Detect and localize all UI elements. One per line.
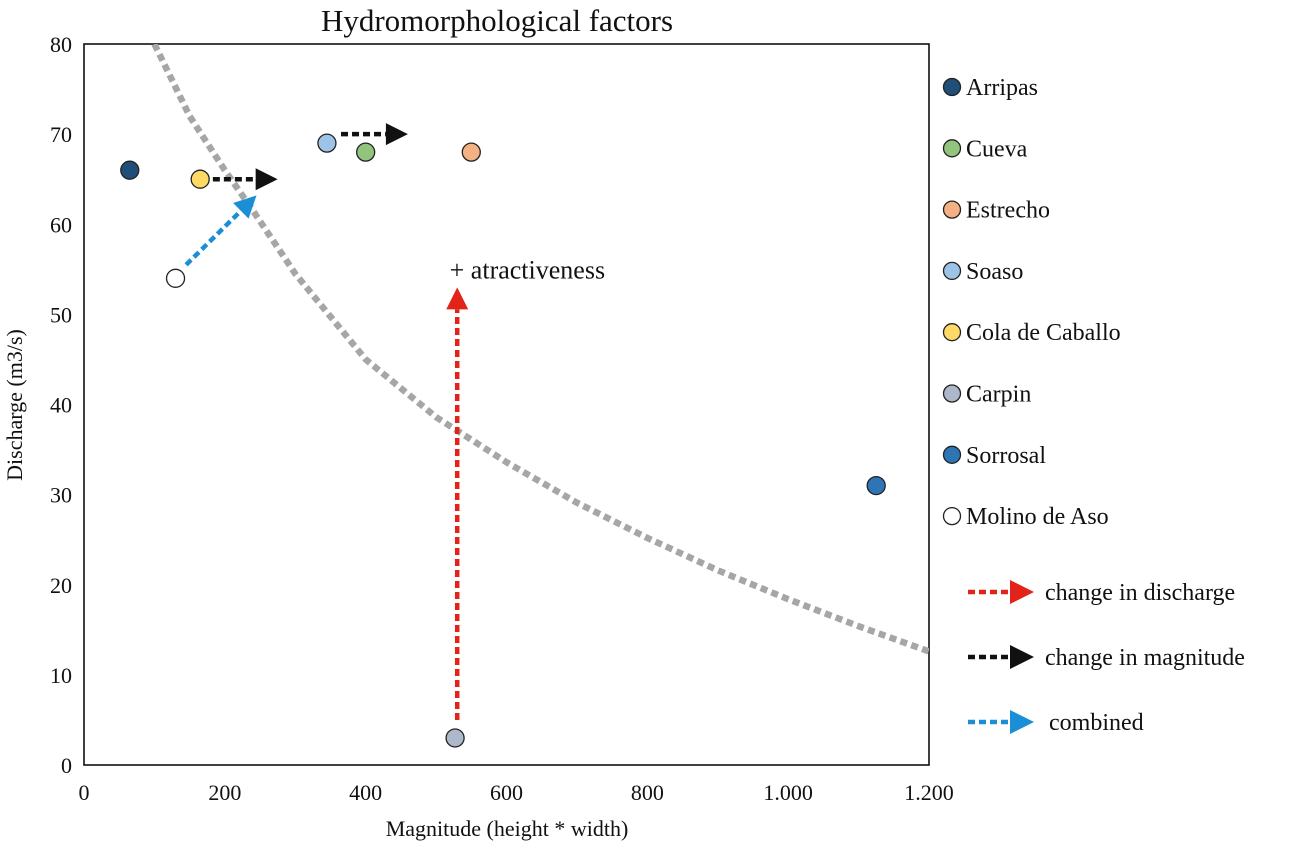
legend-arrow-label-2: combined (1049, 710, 1144, 736)
x-tick-label: 400 (349, 780, 382, 805)
legend-arrow-2 (968, 710, 1034, 734)
y-tick-label: 10 (50, 663, 72, 688)
arrow-discharge-0-head (446, 287, 469, 310)
y-axis-title: Discharge (m3/s) (2, 329, 27, 481)
x-tick-label: 200 (208, 780, 241, 805)
legend-label-estrecho: Estrecho (966, 198, 1050, 224)
arrow-combined-3-shaft (184, 209, 243, 267)
legend-marker-estrecho (942, 200, 962, 219)
x-axis-ticks: 0 200 400 600 800 1.000 1.200 (79, 780, 954, 805)
legend-arrow-label-0: change in discharge (1045, 580, 1235, 606)
legend-arrow-2-head (1010, 710, 1034, 734)
point-molino-de-aso (165, 268, 186, 288)
x-axis-title: Magnitude (height * width) (386, 816, 629, 841)
legend-label-arripas: Arripas (966, 75, 1038, 101)
arrow-magnitude-1-head (255, 168, 278, 191)
arrow-discharge-0 (446, 287, 469, 720)
plot-frame (83, 43, 930, 766)
y-tick-label: 40 (50, 393, 72, 418)
arrow-combined-3 (184, 195, 257, 267)
arrow-magnitude-1 (212, 168, 278, 191)
y-tick-label: 70 (50, 122, 72, 147)
y-tick-label: 20 (50, 573, 72, 598)
x-tick-label: 0 (79, 780, 90, 805)
point-sorrosal (866, 475, 886, 496)
arrow-combined-3-head (233, 195, 257, 219)
point-soaso (317, 133, 337, 153)
y-tick-label: 80 (50, 32, 72, 57)
x-tick-label: 1.000 (763, 780, 813, 805)
point-carpin (445, 728, 465, 748)
legend-marker-cola-de-caballo (942, 323, 962, 342)
attractiveness-annotation: + atractiveness (450, 255, 605, 284)
legend-arrow-1-head (1010, 645, 1034, 669)
point-cola-de-caballo (190, 169, 210, 189)
legend-label-cueva: Cueva (966, 136, 1028, 162)
y-axis-ticks: 0 10 20 30 40 50 60 70 80 (50, 32, 72, 778)
legend-marker-arripas (942, 77, 962, 97)
legend-marker-molino-de-aso (942, 506, 962, 526)
arrow-magnitude-2 (341, 123, 408, 146)
x-tick-label: 1.200 (904, 780, 954, 805)
legend-label-molino-de-aso: Molino de Aso (966, 504, 1109, 530)
legend-marker-sorrosal (942, 445, 962, 464)
plot-area (83, 43, 930, 766)
legend: Arripas Cueva Estrecho Soaso Cola de Caballo… (942, 75, 1121, 530)
legend-arrow-label-1: change in magnitude (1045, 645, 1245, 671)
arrow-legend: change in discharge change in magnitude co… (968, 580, 1245, 736)
chart-title: Hydromorphological factors (321, 3, 673, 38)
legend-label-cola-de-caballo: Cola de Caballo (966, 320, 1121, 346)
legend-label-soaso: Soaso (966, 259, 1023, 285)
trend-curve (151, 44, 929, 655)
y-tick-label: 50 (50, 302, 72, 327)
point-cueva (356, 142, 376, 162)
y-tick-label: 60 (50, 212, 72, 237)
legend-marker-carpin (942, 384, 962, 403)
legend-label-sorrosal: Sorrosal (966, 443, 1046, 469)
x-tick-label: 800 (631, 780, 664, 805)
y-tick-label: 30 (50, 483, 72, 508)
point-estrecho (461, 142, 481, 162)
legend-arrow-0 (968, 580, 1034, 604)
legend-arrow-1 (968, 645, 1034, 669)
x-tick-label: 600 (490, 780, 523, 805)
legend-label-carpin: Carpin (966, 382, 1031, 408)
trend-curve-group (151, 44, 929, 655)
point-arripas (120, 160, 140, 180)
legend-marker-soaso (942, 261, 962, 281)
legend-marker-cueva (942, 139, 962, 158)
arrow-magnitude-2-head (385, 123, 408, 146)
y-tick-label: 0 (61, 753, 72, 778)
legend-arrow-0-head (1010, 580, 1034, 604)
